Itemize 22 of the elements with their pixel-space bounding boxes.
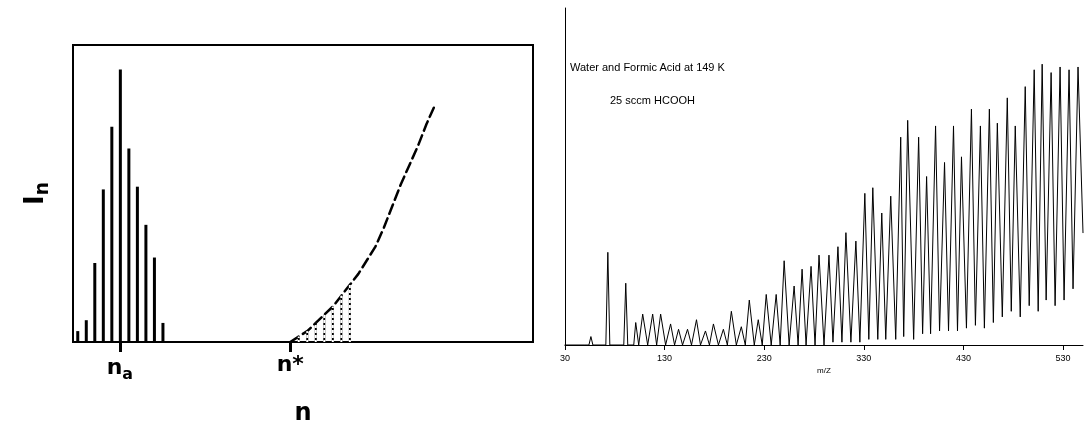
bar bbox=[84, 320, 88, 342]
x-tick-label: 30 bbox=[559, 352, 571, 363]
x-tick-label: 530 bbox=[1055, 352, 1071, 363]
y-axis-title: In bbox=[18, 182, 52, 205]
bar bbox=[161, 322, 165, 342]
annotation: Water and Formic Acid at 149 K bbox=[570, 60, 726, 73]
bar bbox=[127, 148, 131, 342]
x-tick-label: 330 bbox=[856, 352, 872, 363]
bar bbox=[76, 331, 80, 342]
x-axis-title: n bbox=[294, 398, 312, 426]
x-tick-label: 230 bbox=[756, 352, 772, 363]
bar bbox=[110, 126, 114, 342]
x-axis-title: m/Z bbox=[817, 366, 831, 376]
bar bbox=[101, 189, 105, 342]
bar bbox=[135, 186, 139, 342]
bar bbox=[93, 262, 97, 342]
x-tick-label: 430 bbox=[955, 352, 971, 363]
x-tick-label: 130 bbox=[657, 352, 673, 363]
x-tick-label: n* bbox=[276, 350, 305, 376]
bar bbox=[152, 257, 156, 342]
bar bbox=[144, 224, 148, 342]
annotation: 25 sccm HCOOH bbox=[610, 93, 696, 106]
